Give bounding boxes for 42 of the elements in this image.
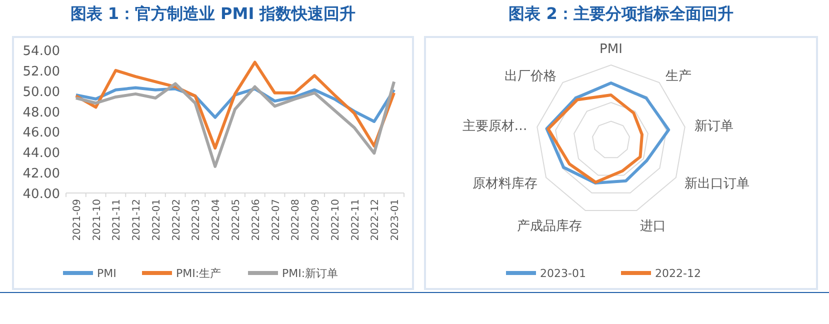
x-tick-label: 2021-09: [72, 199, 83, 241]
x-tick-label: 2022-12: [370, 199, 382, 241]
y-tick-label: 48.00: [22, 105, 60, 120]
x-tick-label: 2022-10: [330, 199, 342, 241]
spoke-label: 生产: [666, 68, 692, 84]
x-tick-label: 2022-04: [211, 199, 222, 241]
y-tick-label: 40.00: [22, 187, 60, 202]
x-tick-label: 2022-06: [250, 199, 262, 241]
y-tick-label: 54.00: [22, 44, 60, 59]
x-tick-label: 2022-02: [171, 199, 182, 241]
spoke-label: 进口: [640, 218, 666, 234]
spoke-label: PMI: [600, 42, 622, 57]
y-tick-label: 42.00: [22, 166, 60, 182]
x-tick-label: 2022-07: [270, 199, 282, 241]
legend-label: PMI:生产: [176, 267, 222, 280]
y-tick-label: 52.00: [22, 64, 60, 80]
y-tick-label: 46.00: [22, 126, 60, 141]
x-tick-label: 2021-10: [92, 199, 103, 241]
x-tick-label: 2022-05: [231, 199, 242, 241]
spoke-label: 新订单: [694, 119, 734, 134]
x-tick-label: 2023-01: [390, 199, 402, 241]
spoke-label: 产成品库存: [516, 218, 582, 234]
legend-label: 2022-12: [655, 267, 701, 280]
x-tick-label: 2021-11: [112, 199, 123, 241]
legend-label: 2023-01: [540, 267, 586, 280]
spoke-label: 主要原材…: [462, 118, 528, 134]
spoke-label: 出厂价格: [504, 68, 556, 84]
legend-label: PMI:新订单: [282, 267, 338, 280]
x-tick-label: 2022-09: [310, 199, 322, 241]
line-series: [74, 80, 396, 168]
y-tick-label: 44.00: [22, 146, 60, 162]
x-tick-label: 2022-11: [350, 199, 362, 241]
y-tick-label: 50.00: [22, 84, 60, 100]
x-tick-label: 2022-01: [151, 199, 162, 241]
x-tick-label: 2022-08: [290, 199, 302, 241]
chart-title: 图表 1：官方制造业 PMI 指数快速回升: [69, 4, 357, 25]
x-tick-label: 2021-12: [132, 199, 143, 241]
chart-title: 图表 2：主要分项指标全面回升: [508, 4, 734, 25]
spoke-label: 原材料库存: [472, 176, 538, 192]
spoke-label: 新出口订单: [684, 176, 750, 192]
x-tick-label: 2022-03: [191, 199, 202, 241]
legend-label: PMI: [97, 267, 116, 280]
